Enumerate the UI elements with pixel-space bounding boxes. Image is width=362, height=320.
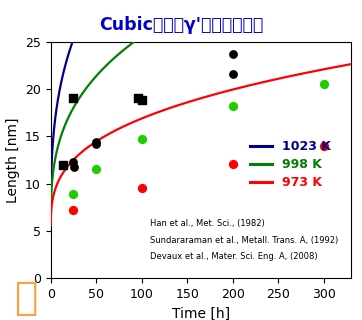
Point [71,96,76,101]
Text: Han et al., Met. Sci., (1982): Han et al., Met. Sci., (1982) [150,219,265,228]
Point [71,159,76,164]
Point [321,143,327,148]
Point [230,103,236,108]
Point [71,208,76,213]
Point [135,96,141,101]
Point [139,186,145,191]
Point [93,140,99,145]
Point [321,82,327,87]
Point [230,71,236,76]
Point [139,137,145,142]
Y-axis label: Length [nm]: Length [nm] [5,117,20,203]
Point [71,192,76,197]
Point [93,141,99,147]
Point [230,51,236,56]
Point [230,161,236,166]
Point [93,167,99,172]
Text: Cubic形状のγ'相の粒子半径: Cubic形状のγ'相の粒子半径 [99,16,263,34]
X-axis label: Time [h]: Time [h] [172,307,230,320]
Point [60,162,66,167]
Point [71,164,77,169]
Text: Devaux et al., Mater. Sci. Eng. A, (2008): Devaux et al., Mater. Sci. Eng. A, (2008… [150,252,317,261]
Text: Sundararaman et al., Metall. Trans. A, (1992): Sundararaman et al., Metall. Trans. A, (… [150,236,338,245]
Legend: 1023 K, 998 K, 973 K: 1023 K, 998 K, 973 K [244,135,336,194]
Point [139,98,145,103]
Text: ℯ: ℯ [14,279,38,317]
